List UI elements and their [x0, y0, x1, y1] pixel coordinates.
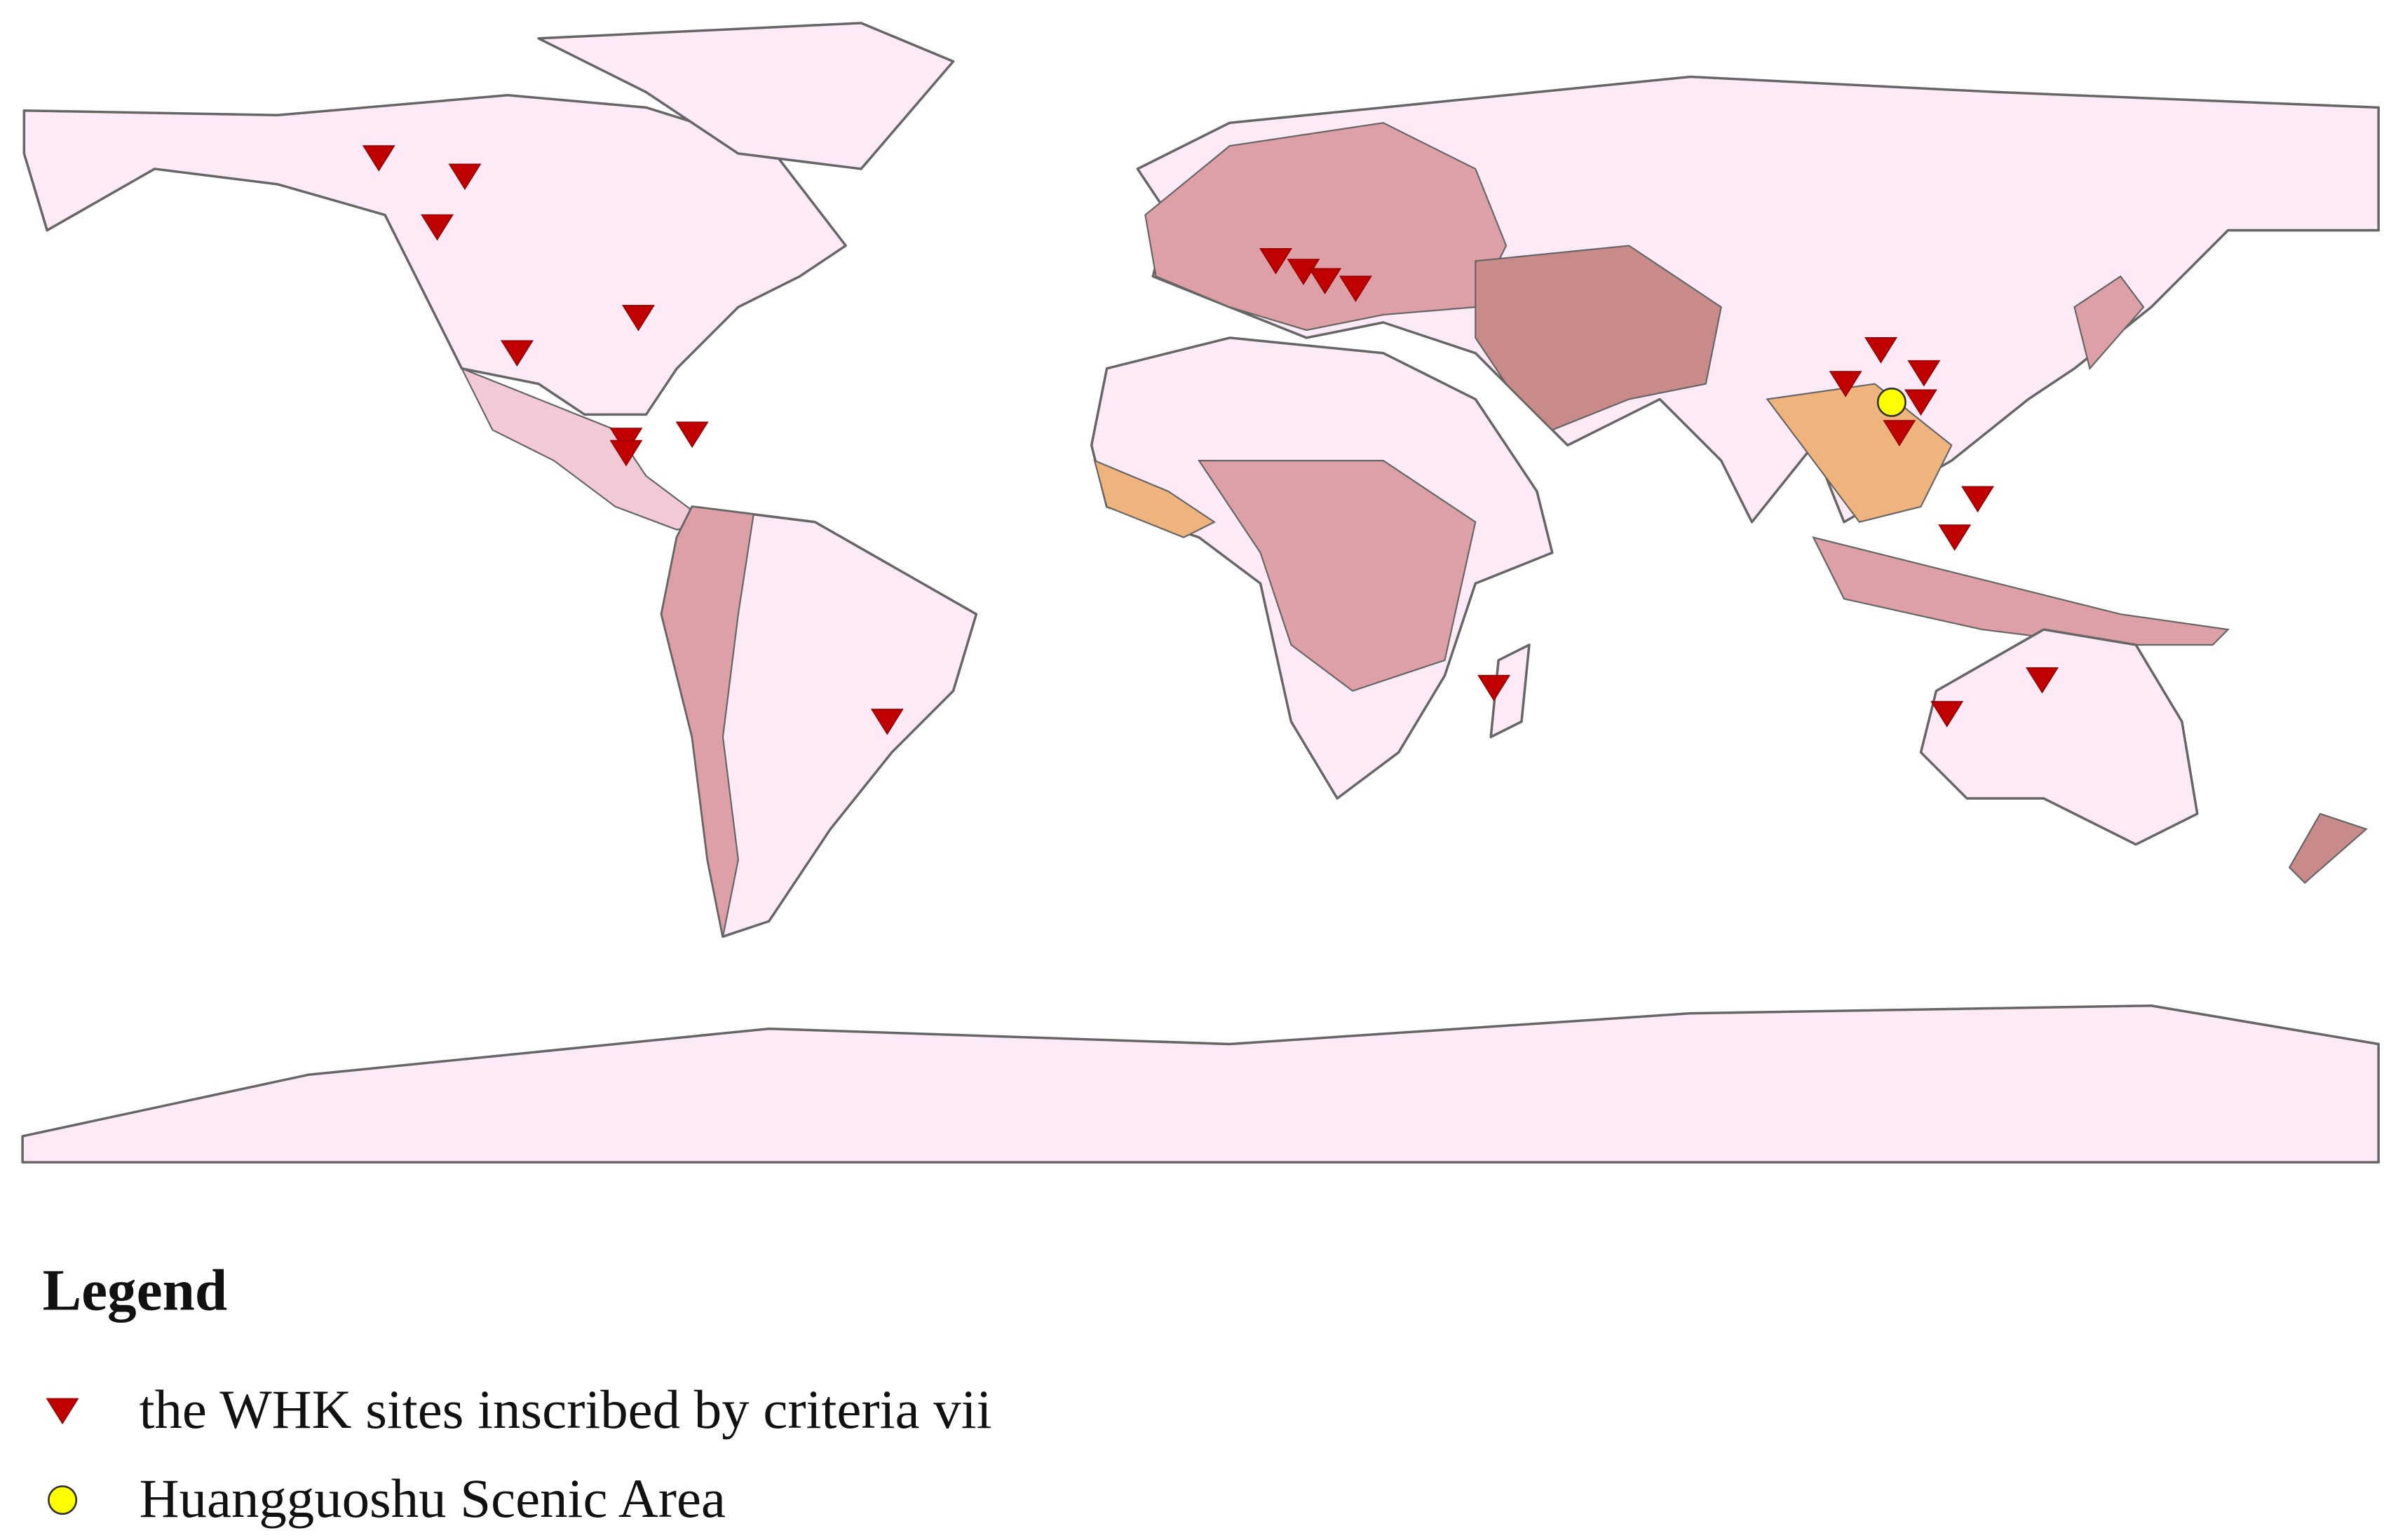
map [21, 22, 2380, 1164]
site-marker [675, 421, 709, 449]
west-africa-coast [1093, 459, 1217, 538]
site-marker [1864, 337, 1898, 364]
legend-circle [48, 1485, 78, 1515]
south-america-west [661, 505, 755, 937]
site-marker [609, 439, 643, 467]
legend-label: the WHK sites inscribed by criteria vii [140, 1379, 992, 1440]
indonesia [1812, 536, 2230, 646]
site-markers [362, 145, 2059, 735]
legend-label: Huangguoshu Scenic Area [140, 1469, 726, 1529]
site-marker [500, 340, 534, 367]
site-marker [1339, 275, 1372, 302]
site-marker [870, 709, 904, 735]
site-marker [1477, 674, 1511, 702]
site-marker [1961, 486, 1995, 513]
antarctica [21, 1004, 2380, 1164]
middle-east [1475, 245, 1722, 431]
huangguoshu-marker [1876, 387, 1906, 417]
greenland [537, 22, 955, 170]
site-marker [1930, 701, 1964, 728]
site-marker [1904, 389, 1937, 416]
site-marker [622, 305, 655, 332]
site-marker [1259, 247, 1293, 275]
australia [1919, 628, 2199, 846]
legend-triangle [46, 1398, 79, 1425]
site-marker [1308, 268, 1342, 295]
site-marker [448, 163, 482, 191]
site-marker [1883, 420, 1916, 447]
southeast-asia [1766, 383, 1953, 523]
madagascar [1489, 643, 1531, 739]
site-marker [2026, 667, 2059, 694]
japan [2073, 275, 2145, 370]
site-marker [1938, 524, 1972, 551]
site-marker [362, 145, 395, 172]
legend-title: Legend [43, 1258, 228, 1323]
north-america [22, 94, 847, 416]
site-marker [421, 214, 454, 241]
central-africa [1197, 460, 1477, 692]
new-zealand [2288, 812, 2368, 884]
site-marker [1907, 360, 1941, 387]
site-marker [1829, 371, 1862, 397]
